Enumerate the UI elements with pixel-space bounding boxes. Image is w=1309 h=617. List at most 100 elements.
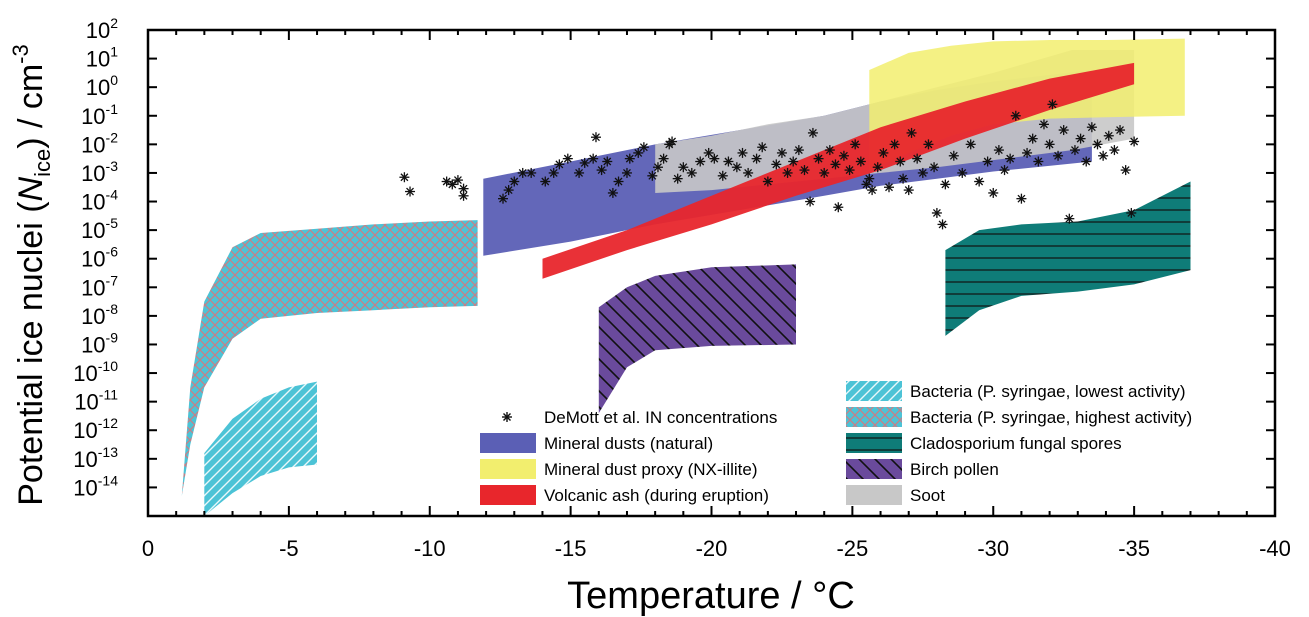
y-tick-exponent: -1 (106, 101, 119, 117)
band-cladosporium-fungal-spores (945, 181, 1191, 336)
legend-item-r2: Cladosporium fungal spores (846, 433, 1122, 453)
y-axis-title: Potential ice nuclei (Nice) / cm-3 (8, 44, 55, 506)
y-tick-exponent: -7 (106, 272, 119, 288)
demott-point (850, 139, 861, 150)
y-tick-exponent: -8 (106, 301, 119, 317)
demott-point (554, 159, 565, 170)
demott-point (613, 176, 624, 187)
y-tick-base: 10 (81, 104, 105, 129)
demott-point (695, 156, 706, 167)
demott-point (441, 176, 452, 187)
y-tick-base: 10 (81, 218, 105, 243)
demott-point (793, 145, 804, 156)
demott-point (948, 150, 959, 161)
y-tick-exponent: 0 (110, 72, 118, 88)
demott-point (602, 156, 613, 167)
demott-point (889, 139, 900, 150)
demott-point (1098, 150, 1109, 161)
demott-point (590, 132, 601, 143)
y-tick-base: 10 (81, 332, 105, 357)
y-tick-label: 10-13 (73, 444, 118, 472)
legend-item-l2: Mineral dust proxy (NX-illite) (480, 459, 758, 479)
y-tick-label: 10-6 (81, 244, 118, 272)
demott-point (1069, 145, 1080, 156)
demott-point (864, 173, 875, 184)
demott-point (799, 165, 810, 176)
x-tick-label: -5 (279, 536, 299, 561)
demott-point (917, 167, 928, 178)
legend-item-r3: Birch pollen (846, 459, 999, 479)
demott-point (1120, 165, 1131, 176)
legend-item-r4: Soot (846, 485, 945, 505)
x-tick-label: -40 (1259, 536, 1291, 561)
y-tick-base: 10 (81, 275, 105, 300)
demott-point (819, 167, 830, 178)
y-axis-title-prefix: Potential ice nuclei ( (12, 201, 50, 506)
y-tick-label: 10-9 (81, 329, 118, 357)
y-tick-label: 101 (86, 44, 118, 72)
demott-point (540, 176, 551, 187)
legend-swatch (846, 433, 902, 453)
demott-point (1058, 125, 1069, 136)
demott-point (1075, 133, 1086, 144)
legend-item-l0: DeMott et al. IN concentrations (502, 408, 777, 427)
demott-point (1109, 145, 1120, 156)
y-tick-label: 10-7 (81, 272, 118, 300)
demott-point (931, 207, 942, 218)
demott-point (405, 186, 416, 197)
demott-point (607, 187, 618, 198)
x-axis-title: Temperature / °C (567, 575, 855, 617)
x-tick-label: -25 (836, 536, 868, 561)
demott-point (878, 147, 889, 158)
y-tick-label: 10-8 (81, 301, 118, 329)
legend-swatch (480, 459, 536, 479)
demott-point (667, 136, 678, 147)
demott-point (993, 145, 1004, 156)
legend-item-r0: Bacteria (P. syringae, lowest activity) (846, 381, 1186, 401)
y-tick-exponent: -2 (106, 129, 119, 145)
y-tick-base: 10 (73, 418, 97, 443)
y-tick-exponent: 2 (110, 15, 118, 31)
legend-swatch (480, 485, 536, 505)
demott-point (621, 167, 632, 178)
demott-point (658, 153, 669, 164)
demott-point (458, 190, 469, 201)
demott-point (1016, 193, 1027, 204)
demott-point (957, 167, 968, 178)
legend-label: Cladosporium fungal spores (910, 434, 1122, 453)
demott-point (824, 145, 835, 156)
demott-point (1086, 122, 1097, 133)
x-tick-label: -15 (555, 536, 587, 561)
demott-point (884, 182, 895, 193)
y-tick-exponent: 1 (110, 44, 118, 60)
demott-point (923, 139, 934, 150)
demott-point (548, 167, 559, 178)
demott-point (1022, 147, 1033, 158)
demott-point (1081, 156, 1092, 167)
y-tick-exponent: -13 (98, 444, 118, 460)
demott-point (844, 165, 855, 176)
y-tick-base: 10 (86, 75, 110, 100)
demott-point (867, 185, 878, 196)
demott-point (903, 185, 914, 196)
demott-point (1064, 213, 1075, 224)
legend-swatch (480, 433, 536, 453)
demott-point (686, 167, 697, 178)
demott-point (672, 173, 683, 184)
x-tick-label: -20 (696, 536, 728, 561)
y-tick-base: 10 (81, 190, 105, 215)
demott-point (776, 147, 787, 158)
y-tick-exponent: -12 (98, 415, 118, 431)
y-tick-label: 10-2 (81, 129, 118, 157)
y-tick-base: 10 (81, 132, 105, 157)
demott-point (872, 162, 883, 173)
demott-point (652, 162, 663, 173)
y-tick-base: 10 (81, 247, 105, 272)
demott-point (999, 165, 1010, 176)
demott-point (588, 153, 599, 164)
y-tick-base: 10 (74, 390, 98, 415)
demott-point (906, 127, 917, 138)
legend-label: Bacteria (P. syringae, lowest activity) (910, 382, 1186, 401)
y-tick-base: 10 (73, 447, 97, 472)
demott-point (762, 176, 773, 187)
